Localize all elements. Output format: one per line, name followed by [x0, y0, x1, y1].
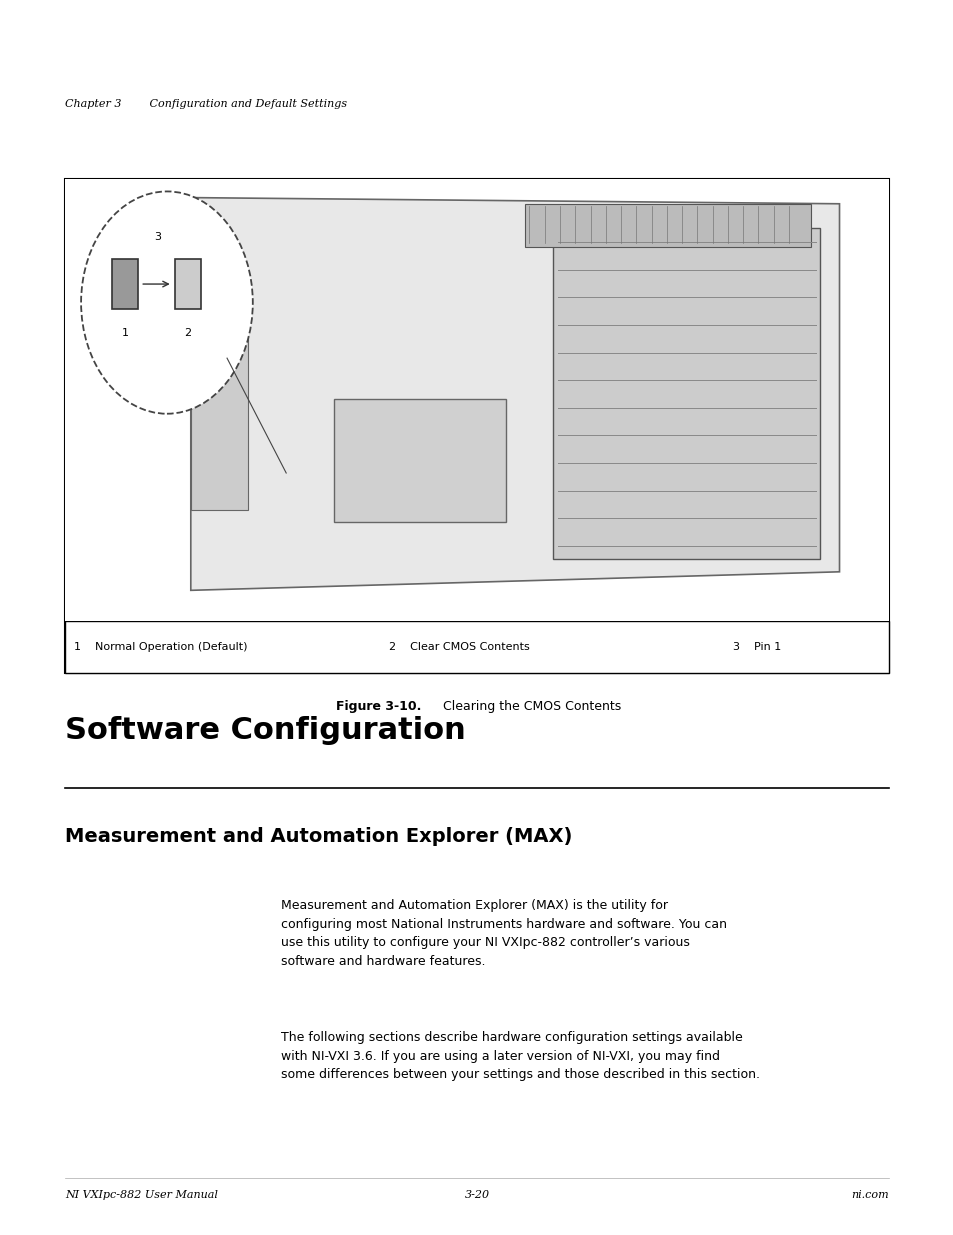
Text: NI VXIpc-882 User Manual: NI VXIpc-882 User Manual	[65, 1191, 217, 1200]
FancyBboxPatch shape	[65, 179, 888, 621]
Text: Chapter 3        Configuration and Default Settings: Chapter 3 Configuration and Default Sett…	[65, 99, 347, 109]
Text: 1    Normal Operation (Default): 1 Normal Operation (Default)	[74, 642, 248, 652]
FancyBboxPatch shape	[334, 399, 505, 522]
Text: 2    Clear CMOS Contents: 2 Clear CMOS Contents	[389, 642, 530, 652]
Text: 3-20: 3-20	[464, 1191, 489, 1200]
Text: 1: 1	[121, 329, 129, 338]
FancyBboxPatch shape	[65, 179, 888, 673]
Text: The following sections describe hardware configuration settings available
with N: The following sections describe hardware…	[281, 1031, 760, 1081]
FancyBboxPatch shape	[65, 621, 888, 673]
Text: Software Configuration: Software Configuration	[65, 716, 465, 745]
Text: Figure 3-10.: Figure 3-10.	[335, 700, 420, 714]
FancyBboxPatch shape	[174, 259, 201, 309]
Text: ni.com: ni.com	[851, 1191, 888, 1200]
Text: Clearing the CMOS Contents: Clearing the CMOS Contents	[435, 700, 620, 714]
Text: Measurement and Automation Explorer (MAX) is the utility for
configuring most Na: Measurement and Automation Explorer (MAX…	[281, 899, 727, 967]
Text: 3: 3	[153, 232, 161, 242]
FancyBboxPatch shape	[524, 204, 810, 247]
Text: 2: 2	[184, 329, 192, 338]
Text: Measurement and Automation Explorer (MAX): Measurement and Automation Explorer (MAX…	[65, 827, 572, 846]
FancyBboxPatch shape	[191, 288, 248, 510]
FancyBboxPatch shape	[112, 259, 138, 309]
Text: 3    Pin 1: 3 Pin 1	[732, 642, 781, 652]
Polygon shape	[191, 198, 839, 590]
Circle shape	[81, 191, 253, 414]
FancyBboxPatch shape	[553, 228, 820, 559]
